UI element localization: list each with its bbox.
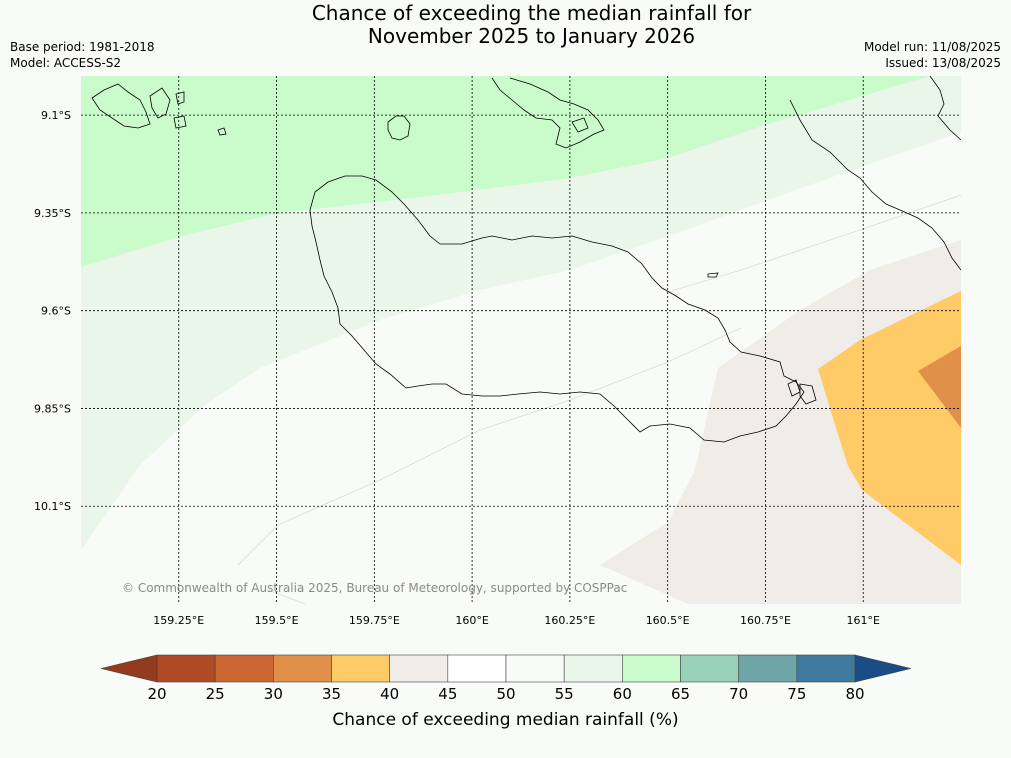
colorbar-tick-label: 55 bbox=[555, 685, 574, 703]
colorbar-bin bbox=[447, 654, 507, 683]
title-line-2: November 2025 to January 2026 bbox=[367, 24, 696, 48]
colorbar-tick-label: 40 bbox=[380, 685, 399, 703]
colorbar-tick-label: 50 bbox=[496, 685, 515, 703]
shade-35-40 bbox=[818, 291, 961, 565]
colorbar-tick-label: 30 bbox=[264, 685, 283, 703]
y-tick-label: 9.35°S bbox=[34, 207, 71, 220]
guadalcanal-coast bbox=[309, 175, 805, 443]
russell-small-1 bbox=[175, 91, 185, 105]
x-tick-label: 159.25°E bbox=[153, 614, 204, 627]
colorbar-tick-label: 70 bbox=[729, 685, 748, 703]
x-tick-label: 160°E bbox=[455, 614, 488, 627]
map-area: © Commonwealth of Australia 2025, Bureau… bbox=[81, 76, 961, 604]
title-line-1: Chance of exceeding the median rainfall … bbox=[311, 1, 752, 25]
x-tick-label: 160.25°E bbox=[544, 614, 595, 627]
y-tick-label: 9.1°S bbox=[41, 109, 71, 122]
colorbar-bin bbox=[331, 654, 390, 683]
russell-islands bbox=[91, 83, 151, 129]
y-tick-label: 10.1°S bbox=[34, 500, 71, 513]
small-islet bbox=[707, 272, 719, 278]
gridlines bbox=[81, 76, 961, 604]
model-run: Model run: 11/08/2025 bbox=[863, 40, 1001, 54]
x-tick-label: 159.75°E bbox=[349, 614, 400, 627]
colorbar-label: Chance of exceeding median rainfall (%) bbox=[332, 710, 679, 730]
x-tick-label: 159.5°E bbox=[255, 614, 299, 627]
russell-small-3 bbox=[217, 127, 227, 136]
colorbar-bin bbox=[680, 654, 739, 683]
shade-60-65 bbox=[81, 76, 930, 267]
colorbar-bin bbox=[505, 654, 565, 683]
colorbar-bin bbox=[156, 654, 216, 683]
chart-title: Chance of exceeding the median rainfall … bbox=[0, 2, 1011, 48]
y-tick-label: 9.85°S bbox=[34, 402, 71, 415]
copyright-text: © Commonwealth of Australia 2025, Bureau… bbox=[122, 581, 627, 595]
marau-islets-2 bbox=[799, 383, 817, 405]
y-tick-label: 9.6°S bbox=[41, 305, 71, 318]
malaita-coast bbox=[789, 99, 961, 271]
x-tick-label: 160.75°E bbox=[740, 614, 791, 627]
florida-islands-small bbox=[571, 117, 589, 133]
savo-island bbox=[387, 115, 411, 141]
axis-ticks: 159.25°E 159.5°E 159.75°E 160°E 160.25°E 160.… bbox=[34, 109, 880, 627]
shade-30-35 bbox=[918, 346, 961, 428]
malaita-north bbox=[929, 76, 961, 141]
base-period: Base period: 1981-2018 bbox=[10, 40, 155, 54]
issued-date: Issued: 13/08/2025 bbox=[885, 56, 1001, 70]
coastlines bbox=[91, 76, 961, 443]
x-tick-label: 160.5°E bbox=[646, 614, 690, 627]
colorbar-over-arrow bbox=[854, 654, 912, 683]
colorbar-bin bbox=[796, 654, 856, 683]
colorbar-bin bbox=[738, 654, 798, 683]
colorbar-bin bbox=[214, 654, 274, 683]
colorbar-tick-label: 20 bbox=[147, 685, 166, 703]
model-name: Model: ACCESS-S2 bbox=[10, 56, 122, 70]
x-tick-label: 161°E bbox=[846, 614, 879, 627]
colorbar-under-arrow bbox=[100, 654, 158, 683]
colorbar: 20 25 30 35 40 45 50 55 60 65 70 75 80 bbox=[100, 654, 912, 703]
russell-small-2 bbox=[173, 115, 187, 129]
colorbar-bin bbox=[273, 654, 332, 683]
russell-islands-east bbox=[149, 87, 171, 119]
colorbar-tick-label: 60 bbox=[613, 685, 632, 703]
colorbar-tick-label: 45 bbox=[438, 685, 457, 703]
colorbar-tick-label: 25 bbox=[206, 685, 225, 703]
nggela-islands bbox=[491, 77, 605, 149]
meta-left: Base period: 1981-2018 Model: ACCESS-S2 bbox=[10, 39, 155, 71]
colorbar-tick-label: 75 bbox=[787, 685, 806, 703]
colorbar-bin bbox=[622, 654, 681, 683]
colorbar-bin bbox=[563, 654, 623, 683]
colorbar-tick-label: 35 bbox=[322, 685, 341, 703]
colorbar-tick-label: 65 bbox=[671, 685, 690, 703]
meta-right: Model run: 11/08/2025 Issued: 13/08/2025 bbox=[864, 39, 1001, 71]
colorbar-bin bbox=[389, 654, 449, 683]
colorbar-tick-label: 80 bbox=[845, 685, 864, 703]
